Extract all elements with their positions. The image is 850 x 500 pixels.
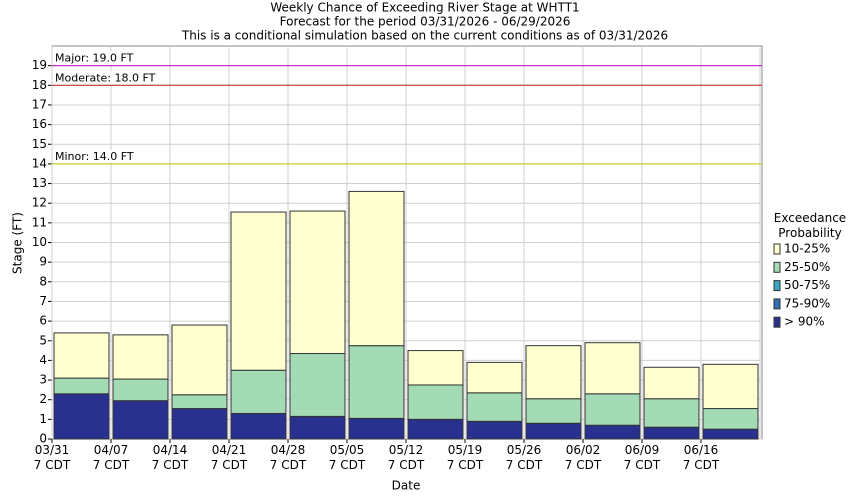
y-tick-label: 12	[32, 196, 47, 210]
bar-segment	[289, 415, 346, 440]
bar-segment	[348, 345, 405, 419]
threshold-label-bg	[53, 71, 158, 85]
bar-segment	[643, 426, 700, 440]
y-tick-label: 10	[32, 235, 47, 249]
chart-title: Weekly Chance of Exceeding River Stage a…	[270, 1, 579, 15]
y-tick-label: 0	[39, 432, 47, 446]
x-tick-label: 05/19 7 CDT	[446, 443, 484, 472]
bar-segment	[230, 211, 287, 371]
bar-segment	[584, 342, 641, 395]
bar-segment	[348, 417, 405, 440]
threshold-label: Minor: 14.0 FT	[55, 150, 134, 163]
legend-label: 10-25%	[784, 242, 830, 256]
y-tick-label: 8	[39, 274, 47, 288]
bar-segment	[584, 393, 641, 426]
bar-segment	[407, 350, 464, 386]
y-tick-label: 5	[39, 333, 47, 347]
x-tick-label: 05/26 7 CDT	[505, 443, 543, 472]
bar-segment	[407, 384, 464, 420]
bar-segment	[702, 363, 759, 410]
legend-swatch	[773, 280, 781, 292]
bar-segment	[112, 400, 169, 440]
x-tick-label: 03/31 7 CDT	[33, 443, 71, 472]
x-tick-label: 05/05 7 CDT	[328, 443, 366, 472]
y-tick-label: 18	[32, 78, 47, 92]
threshold-label: Major: 19.0 FT	[55, 52, 134, 65]
y-tick-label: 7	[39, 294, 47, 308]
threshold-label-bg	[53, 51, 136, 65]
bar-segment	[466, 420, 523, 440]
y-tick-label: 16	[32, 117, 47, 131]
y-tick-label: 9	[39, 255, 47, 269]
bar-segment	[53, 393, 110, 440]
y-tick-label: 15	[32, 137, 47, 151]
bar-segment	[112, 378, 169, 402]
x-axis-label: Date	[392, 479, 421, 493]
legend-swatch	[773, 261, 781, 273]
bar-segment	[466, 361, 523, 394]
x-tick-label: 06/16 7 CDT	[682, 443, 720, 472]
x-tick-label: 05/12 7 CDT	[387, 443, 425, 472]
y-tick-label: 6	[39, 314, 47, 328]
legend-swatch	[773, 316, 781, 328]
x-tick-label: 04/28 7 CDT	[269, 443, 307, 472]
bar-segment	[525, 345, 582, 400]
threshold-label: Moderate: 18.0 FT	[55, 71, 156, 84]
bar-segment	[171, 324, 228, 396]
bar-segment	[289, 210, 346, 355]
bar-segment	[466, 392, 523, 422]
bar-segment	[702, 408, 759, 430]
legend-swatch	[773, 243, 781, 255]
bar-segment	[643, 398, 700, 428]
y-tick-label: 1	[39, 412, 47, 426]
chart-subtitle: Forecast for the period 03/31/2026 - 06/…	[280, 15, 571, 29]
bar-segment	[53, 332, 110, 379]
x-tick-label: 04/21 7 CDT	[210, 443, 248, 472]
bar-segment	[702, 428, 759, 440]
bar-segment	[643, 366, 700, 400]
chart-subtitle: This is a conditional simulation based o…	[181, 29, 668, 43]
legend-label: > 90%	[784, 315, 825, 329]
legend-label: 50-75%	[784, 278, 830, 292]
bar-segment	[171, 408, 228, 440]
bar-segment	[584, 424, 641, 440]
bar-segment	[407, 418, 464, 440]
legend-label: 75-90%	[784, 296, 830, 310]
bar-segment	[289, 353, 346, 417]
y-tick-label: 11	[32, 215, 47, 229]
bar-segment	[348, 190, 405, 347]
y-tick-label: 4	[39, 353, 47, 367]
legend-title: Exceedance Probability	[773, 211, 847, 240]
legend-label: 25-50%	[784, 260, 830, 274]
bar-segment	[230, 412, 287, 440]
bar-segment	[53, 377, 110, 395]
y-tick-label: 2	[39, 392, 47, 406]
y-tick-label: 14	[32, 156, 47, 170]
bar-segment	[230, 369, 287, 414]
x-tick-label: 06/02 7 CDT	[564, 443, 602, 472]
bar-segment	[171, 394, 228, 410]
y-tick-label: 13	[32, 176, 47, 190]
bar-segment	[525, 422, 582, 440]
x-tick-label: 04/14 7 CDT	[151, 443, 189, 472]
x-tick-label: 06/09 7 CDT	[623, 443, 661, 472]
y-tick-label: 3	[39, 373, 47, 387]
threshold-label-bg	[53, 149, 136, 163]
y-axis-label: Stage (FT)	[11, 212, 25, 274]
bar-segment	[525, 398, 582, 424]
legend-swatch	[773, 298, 781, 310]
y-tick-label: 19	[32, 58, 47, 72]
x-tick-label: 04/07 7 CDT	[92, 443, 130, 472]
bar-segment	[112, 334, 169, 380]
y-tick-label: 17	[32, 97, 47, 111]
